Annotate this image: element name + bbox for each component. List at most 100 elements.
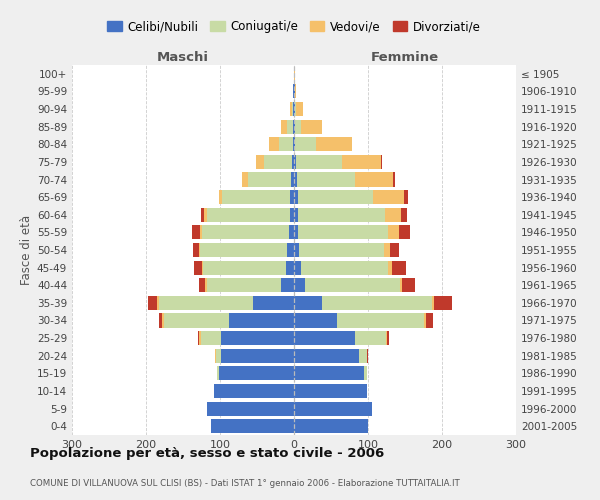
Bar bbox=[269, 137, 279, 152]
Bar bbox=[298, 226, 388, 239]
Bar bbox=[294, 331, 355, 345]
Bar bbox=[294, 190, 298, 204]
Bar bbox=[164, 314, 229, 328]
Bar bbox=[296, 102, 303, 116]
Bar bbox=[199, 331, 201, 345]
Bar bbox=[401, 208, 407, 222]
Bar bbox=[205, 278, 206, 292]
Bar bbox=[402, 278, 415, 292]
Bar bbox=[221, 348, 294, 363]
Bar bbox=[287, 243, 294, 257]
Bar bbox=[206, 208, 290, 222]
Bar bbox=[431, 296, 434, 310]
Bar bbox=[388, 260, 392, 274]
Bar bbox=[292, 155, 294, 169]
Bar bbox=[218, 366, 294, 380]
Bar bbox=[287, 120, 293, 134]
Bar bbox=[434, 296, 452, 310]
Bar bbox=[193, 243, 199, 257]
Bar bbox=[219, 190, 222, 204]
Bar bbox=[202, 260, 203, 274]
Bar bbox=[301, 260, 388, 274]
Text: Popolazione per età, sesso e stato civile - 2006: Popolazione per età, sesso e stato civil… bbox=[30, 448, 384, 460]
Bar bbox=[293, 102, 294, 116]
Bar bbox=[294, 243, 299, 257]
Bar bbox=[202, 208, 205, 222]
Bar bbox=[242, 172, 248, 186]
Bar bbox=[293, 120, 294, 134]
Bar bbox=[297, 172, 355, 186]
Bar bbox=[294, 208, 298, 222]
Bar bbox=[294, 137, 295, 152]
Bar bbox=[355, 331, 386, 345]
Bar bbox=[296, 155, 342, 169]
Bar bbox=[399, 226, 410, 239]
Text: Femmine: Femmine bbox=[371, 51, 439, 64]
Bar bbox=[294, 120, 295, 134]
Bar bbox=[158, 314, 162, 328]
Bar bbox=[400, 278, 402, 292]
Bar bbox=[404, 190, 408, 204]
Bar bbox=[222, 190, 290, 204]
Bar bbox=[373, 190, 404, 204]
Bar bbox=[200, 243, 287, 257]
Bar bbox=[291, 172, 294, 186]
Bar bbox=[202, 226, 289, 239]
Bar bbox=[392, 260, 406, 274]
Bar bbox=[201, 331, 221, 345]
Bar bbox=[294, 402, 372, 415]
Bar bbox=[205, 208, 206, 222]
Bar bbox=[388, 226, 399, 239]
Bar bbox=[229, 314, 294, 328]
Bar bbox=[301, 120, 322, 134]
Bar bbox=[294, 419, 368, 433]
Bar bbox=[162, 314, 164, 328]
Bar bbox=[217, 366, 218, 380]
Bar bbox=[292, 102, 293, 116]
Bar bbox=[294, 314, 337, 328]
Bar bbox=[294, 296, 322, 310]
Bar bbox=[295, 84, 296, 98]
Bar bbox=[294, 260, 301, 274]
Bar bbox=[253, 296, 294, 310]
Bar bbox=[295, 120, 301, 134]
Bar bbox=[386, 331, 387, 345]
Legend: Celibi/Nubili, Coniugati/e, Vedovi/e, Divorziati/e: Celibi/Nubili, Coniugati/e, Vedovi/e, Di… bbox=[103, 16, 485, 38]
Bar bbox=[390, 243, 399, 257]
Bar bbox=[337, 314, 424, 328]
Bar bbox=[385, 208, 401, 222]
Bar bbox=[215, 348, 221, 363]
Text: Maschi: Maschi bbox=[157, 51, 209, 64]
Bar bbox=[298, 190, 373, 204]
Bar bbox=[294, 348, 359, 363]
Bar bbox=[290, 102, 292, 116]
Bar bbox=[294, 366, 364, 380]
Bar bbox=[295, 102, 296, 116]
Bar bbox=[293, 137, 294, 152]
Bar bbox=[322, 296, 431, 310]
Bar bbox=[206, 402, 294, 415]
Bar bbox=[294, 155, 296, 169]
Bar bbox=[221, 331, 294, 345]
Y-axis label: Anni di nascita: Anni di nascita bbox=[597, 206, 600, 294]
Bar bbox=[342, 155, 380, 169]
Bar bbox=[263, 155, 292, 169]
Bar bbox=[290, 208, 294, 222]
Bar bbox=[293, 84, 294, 98]
Bar bbox=[289, 226, 294, 239]
Bar bbox=[294, 226, 298, 239]
Bar bbox=[194, 260, 202, 274]
Bar bbox=[248, 172, 291, 186]
Bar bbox=[359, 348, 367, 363]
Bar bbox=[281, 120, 287, 134]
Bar bbox=[387, 331, 389, 345]
Bar bbox=[148, 296, 157, 310]
Bar bbox=[214, 384, 294, 398]
Bar bbox=[294, 67, 295, 81]
Y-axis label: Fasce di età: Fasce di età bbox=[20, 215, 33, 285]
Bar bbox=[290, 190, 294, 204]
Bar bbox=[380, 155, 382, 169]
Bar bbox=[198, 331, 199, 345]
Bar bbox=[206, 278, 281, 292]
Bar bbox=[158, 296, 253, 310]
